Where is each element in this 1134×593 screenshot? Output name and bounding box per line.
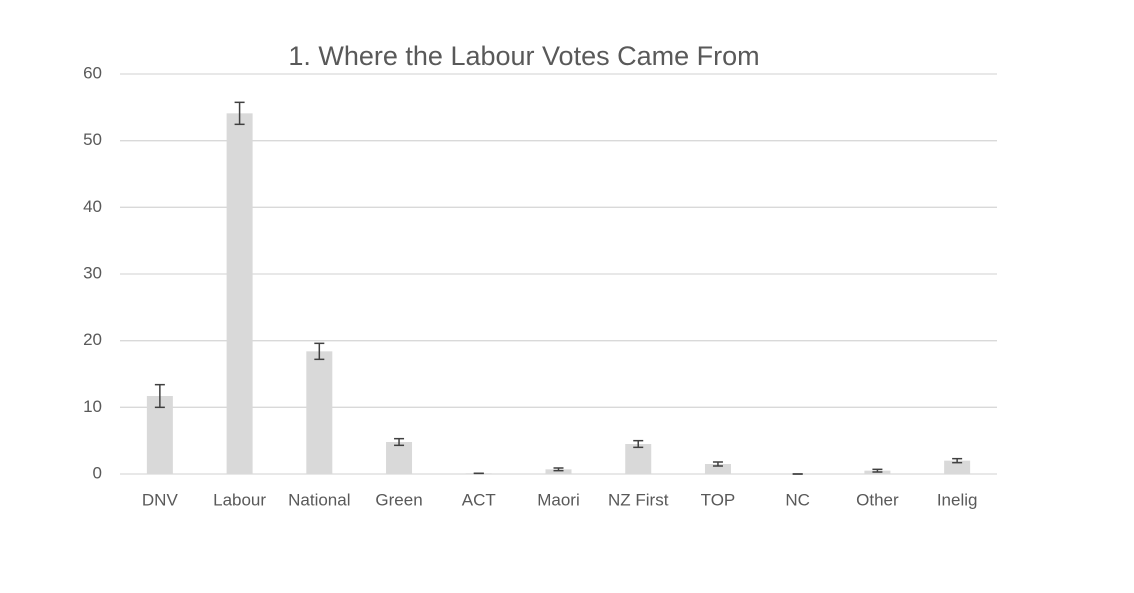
x-tick-label: TOP xyxy=(701,490,736,509)
y-tick-label: 40 xyxy=(83,197,102,216)
error-bar xyxy=(234,101,245,126)
y-tick-label: 20 xyxy=(83,330,102,349)
y-tick-label: 0 xyxy=(93,463,102,482)
chart-title: 1. Where the Labour Votes Came From xyxy=(288,41,759,71)
x-tick-label: Green xyxy=(375,490,422,509)
y-tick-label: 50 xyxy=(83,130,102,149)
error-bar xyxy=(553,467,564,472)
error-bar xyxy=(154,383,165,409)
y-tick-label: 10 xyxy=(83,397,102,416)
bar xyxy=(545,469,572,474)
error-bar xyxy=(872,468,883,473)
bar xyxy=(226,113,253,474)
x-tick-label: National xyxy=(288,490,350,509)
x-tick-label: Other xyxy=(856,490,899,509)
x-tick-label: DNV xyxy=(142,490,179,509)
x-tick-label: NC xyxy=(785,490,810,509)
y-tick-label: 30 xyxy=(83,263,102,282)
bar xyxy=(306,351,333,474)
bar xyxy=(625,444,652,474)
error-bar xyxy=(314,342,325,361)
x-tick-label: Inelig xyxy=(937,490,978,509)
x-tick-label: Maori xyxy=(537,490,580,509)
error-bar xyxy=(952,457,963,464)
bar xyxy=(704,464,731,474)
error-bar xyxy=(712,461,723,467)
error-bar xyxy=(394,437,405,447)
y-tick-label: 60 xyxy=(83,63,102,82)
error-bar xyxy=(633,439,644,449)
x-tick-label: Labour xyxy=(213,490,266,509)
x-tick-label: NZ First xyxy=(608,490,669,509)
bar xyxy=(944,460,971,474)
bar xyxy=(146,396,173,474)
x-tick-label: ACT xyxy=(462,490,496,509)
bar xyxy=(386,442,413,474)
